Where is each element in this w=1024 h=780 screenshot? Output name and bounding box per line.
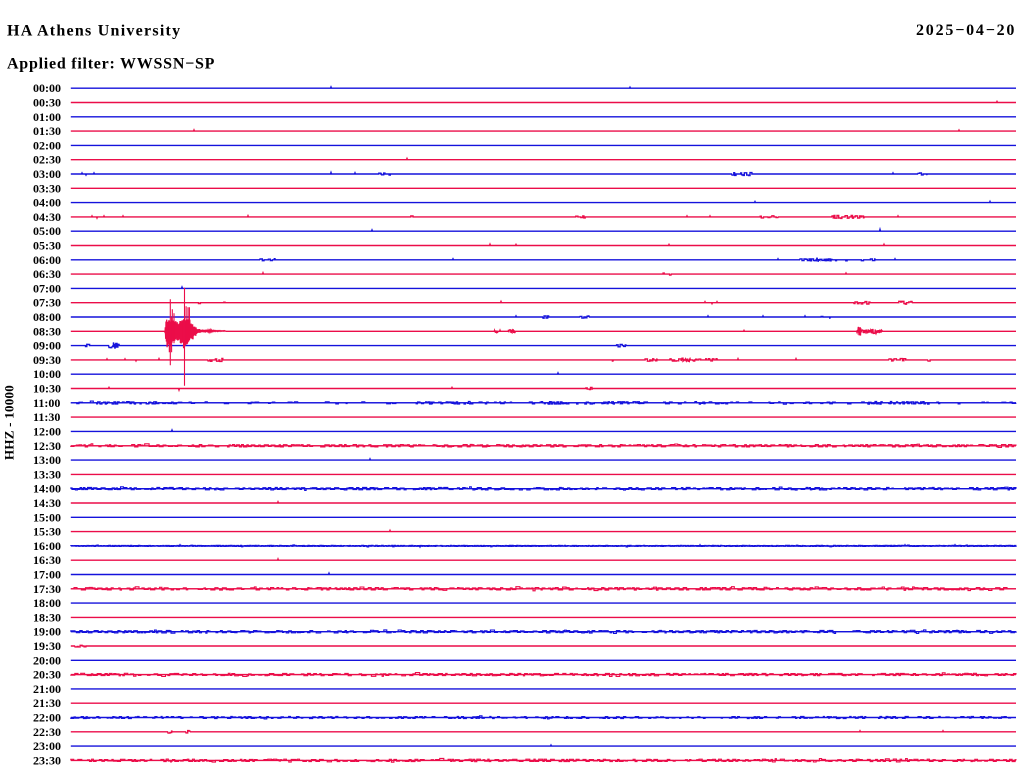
svg-text:09:00: 09:00 xyxy=(33,339,61,353)
svg-text:04:30: 04:30 xyxy=(33,210,61,224)
svg-text:21:30: 21:30 xyxy=(33,696,61,710)
svg-text:03:00: 03:00 xyxy=(33,167,61,181)
svg-text:HA Athens University: HA Athens University xyxy=(7,23,181,40)
svg-text:19:00: 19:00 xyxy=(33,625,61,639)
svg-text:15:30: 15:30 xyxy=(33,525,61,539)
svg-text:08:00: 08:00 xyxy=(33,310,61,324)
svg-text:23:00: 23:00 xyxy=(33,739,61,753)
svg-text:22:30: 22:30 xyxy=(33,725,61,739)
svg-text:04:00: 04:00 xyxy=(33,196,61,210)
svg-text:12:00: 12:00 xyxy=(33,424,61,438)
svg-text:07:30: 07:30 xyxy=(33,296,61,310)
svg-text:18:30: 18:30 xyxy=(33,610,61,624)
svg-text:2025−04−20: 2025−04−20 xyxy=(916,22,1016,39)
svg-text:Applied filter: WWSSN−SP: Applied filter: WWSSN−SP xyxy=(7,56,215,73)
svg-text:02:00: 02:00 xyxy=(33,138,61,152)
svg-text:12:30: 12:30 xyxy=(33,439,61,453)
svg-text:22:00: 22:00 xyxy=(33,711,61,725)
svg-text:17:30: 17:30 xyxy=(33,582,61,596)
svg-text:00:30: 00:30 xyxy=(33,96,61,110)
svg-text:23:30: 23:30 xyxy=(33,753,61,767)
svg-text:01:00: 01:00 xyxy=(33,110,61,124)
svg-text:05:00: 05:00 xyxy=(33,224,61,238)
svg-text:10:30: 10:30 xyxy=(33,382,61,396)
svg-text:13:30: 13:30 xyxy=(33,467,61,481)
svg-text:20:00: 20:00 xyxy=(33,653,61,667)
svg-text:20:30: 20:30 xyxy=(33,668,61,682)
svg-text:16:30: 16:30 xyxy=(33,553,61,567)
svg-text:13:00: 13:00 xyxy=(33,453,61,467)
svg-text:14:30: 14:30 xyxy=(33,496,61,510)
svg-text:06:00: 06:00 xyxy=(33,253,61,267)
svg-text:01:30: 01:30 xyxy=(33,124,61,138)
svg-text:21:00: 21:00 xyxy=(33,682,61,696)
svg-text:19:30: 19:30 xyxy=(33,639,61,653)
svg-text:14:00: 14:00 xyxy=(33,482,61,496)
svg-text:00:00: 00:00 xyxy=(33,81,61,95)
svg-text:16:00: 16:00 xyxy=(33,539,61,553)
svg-text:05:30: 05:30 xyxy=(33,239,61,253)
svg-text:17:00: 17:00 xyxy=(33,568,61,582)
svg-text:18:00: 18:00 xyxy=(33,596,61,610)
svg-text:15:00: 15:00 xyxy=(33,510,61,524)
svg-text:06:30: 06:30 xyxy=(33,267,61,281)
svg-text:10:00: 10:00 xyxy=(33,367,61,381)
svg-text:11:30: 11:30 xyxy=(33,410,60,424)
svg-text:03:30: 03:30 xyxy=(33,181,61,195)
svg-text:02:30: 02:30 xyxy=(33,153,61,167)
svg-text:11:00: 11:00 xyxy=(33,396,60,410)
svg-text:09:30: 09:30 xyxy=(33,353,61,367)
svg-text:HHZ - 10000: HHZ - 10000 xyxy=(2,385,17,460)
svg-text:08:30: 08:30 xyxy=(33,324,61,338)
svg-text:07:00: 07:00 xyxy=(33,281,61,295)
